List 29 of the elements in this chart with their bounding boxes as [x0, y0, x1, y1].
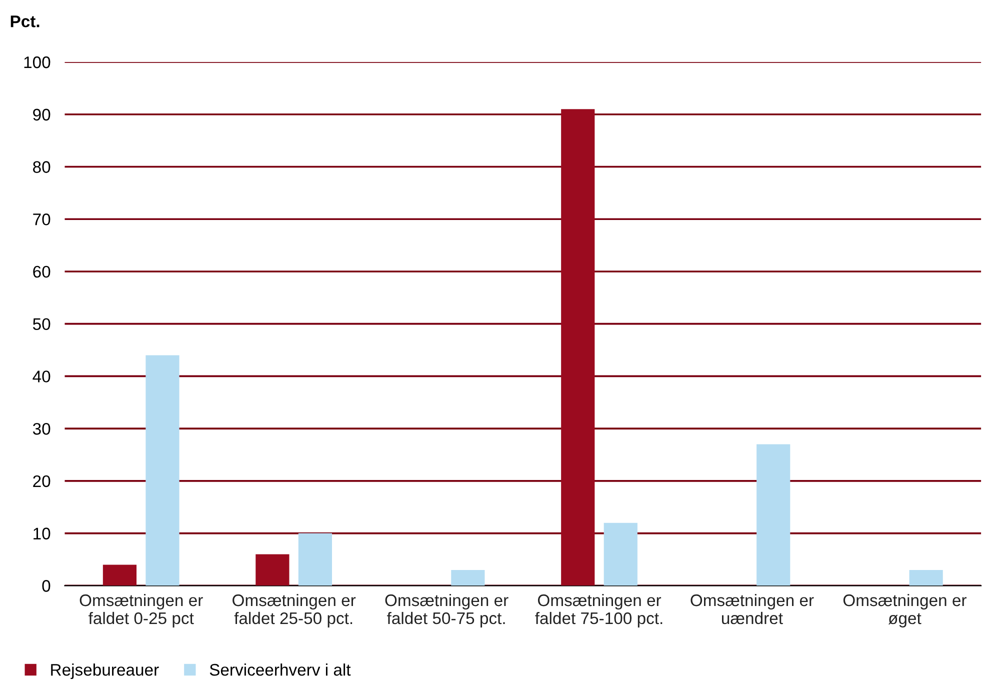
x-tick-label: Omsætningen er faldet 50-75 pct.	[385, 594, 508, 628]
bar	[451, 570, 485, 586]
bar	[146, 355, 180, 586]
y-tick-label: 10	[34, 528, 50, 540]
legend-label: Rejsebureauer	[51, 663, 159, 680]
x-tick-label: Omsætningen er faldet 0-25 pct	[80, 594, 203, 628]
bar	[298, 533, 332, 586]
bar	[561, 109, 595, 586]
y-tick-label: 0	[42, 580, 50, 592]
y-tick-label: 40	[32, 370, 50, 382]
bar	[756, 444, 790, 586]
bar	[256, 554, 290, 586]
y-tick-label: 50	[32, 318, 50, 330]
x-tick-label: Omsætningen er faldet 25-50 pct.	[232, 594, 356, 628]
x-tick-label: Omsætningen er øget	[843, 594, 966, 628]
y-tick-label: 20	[33, 475, 50, 488]
x-tick-label: Omsætningen er faldet 75-100 pct.	[535, 594, 662, 628]
bar	[102, 564, 137, 586]
bar	[604, 522, 638, 586]
y-tick-label: 100	[24, 56, 50, 68]
y-tick-label: 90	[33, 108, 50, 121]
y-axis-title: Pct.	[10, 16, 40, 28]
y-tick-label: 30	[32, 422, 50, 435]
legend-label: Serviceerhverv i alt	[210, 663, 351, 676]
bar	[909, 570, 943, 586]
y-tick-label: 80	[33, 161, 50, 173]
y-tick-label: 70	[33, 214, 50, 226]
x-tick-label: Omsætningen er uændret	[690, 594, 814, 624]
y-tick-label: 60	[33, 266, 50, 278]
